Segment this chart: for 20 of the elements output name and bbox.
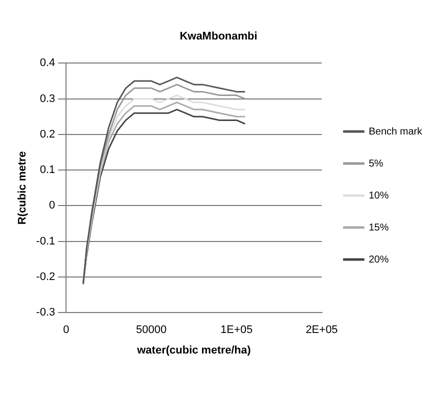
y-axis-title: R(cubic metre — [16, 151, 29, 225]
x-axis-title: water(cubic metre/ha) — [136, 344, 252, 356]
y-tick-label: 0 — [49, 200, 56, 212]
y-tick-label: 0.3 — [40, 92, 56, 105]
y-tick-label: 0.1 — [40, 164, 56, 176]
y-tick-label: -0.3 — [36, 306, 56, 319]
x-tick-label: 50000 — [136, 324, 167, 336]
y-tick-label: -0.1 — [36, 235, 56, 248]
y-tick-label: 0.4 — [40, 57, 56, 70]
chart-title: KwaMbonambi — [180, 30, 258, 43]
legend-label: Bench mark — [368, 126, 424, 138]
x-tick-label: 2E+05 — [306, 324, 338, 336]
legend-label: 5% — [368, 158, 384, 170]
legend-label: 15% — [368, 222, 389, 234]
legend-label: 20% — [368, 254, 389, 266]
x-tick-label: 1E+05 — [220, 324, 253, 336]
y-tick-label: -0.2 — [36, 271, 56, 284]
legend-label: 10% — [368, 190, 389, 202]
y-tick-label: 0.2 — [40, 128, 56, 140]
x-tick-label: 0 — [63, 324, 70, 336]
